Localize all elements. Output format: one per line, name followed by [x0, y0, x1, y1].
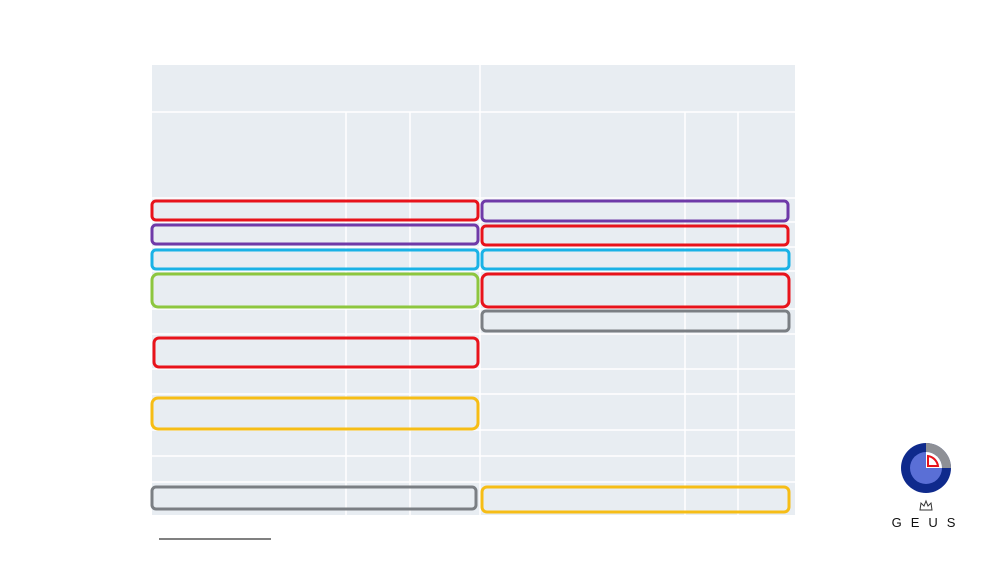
highlight-box [150, 199, 480, 222]
highlight-box [480, 224, 790, 247]
highlight-box [150, 223, 480, 246]
logo-crown [919, 499, 933, 511]
highlight-box [480, 248, 791, 271]
highlight-box [150, 248, 480, 271]
highlight-box [150, 485, 478, 511]
row-dividers [152, 111, 795, 483]
logo-arc [926, 443, 951, 468]
highlight-box [480, 272, 791, 309]
highlight-box [150, 272, 480, 309]
table [152, 65, 795, 515]
column-dividers [345, 65, 739, 515]
highlight-box [150, 396, 480, 431]
highlight-box [480, 199, 790, 223]
highlight-boxes [150, 199, 791, 514]
highlight-box [480, 309, 791, 333]
logo: GEUS [892, 443, 965, 530]
logo-accent [927, 454, 940, 467]
highlight-box [480, 485, 791, 514]
highlight-box [152, 336, 480, 369]
logo-text: GEUS [892, 515, 965, 530]
table-background [152, 65, 795, 515]
